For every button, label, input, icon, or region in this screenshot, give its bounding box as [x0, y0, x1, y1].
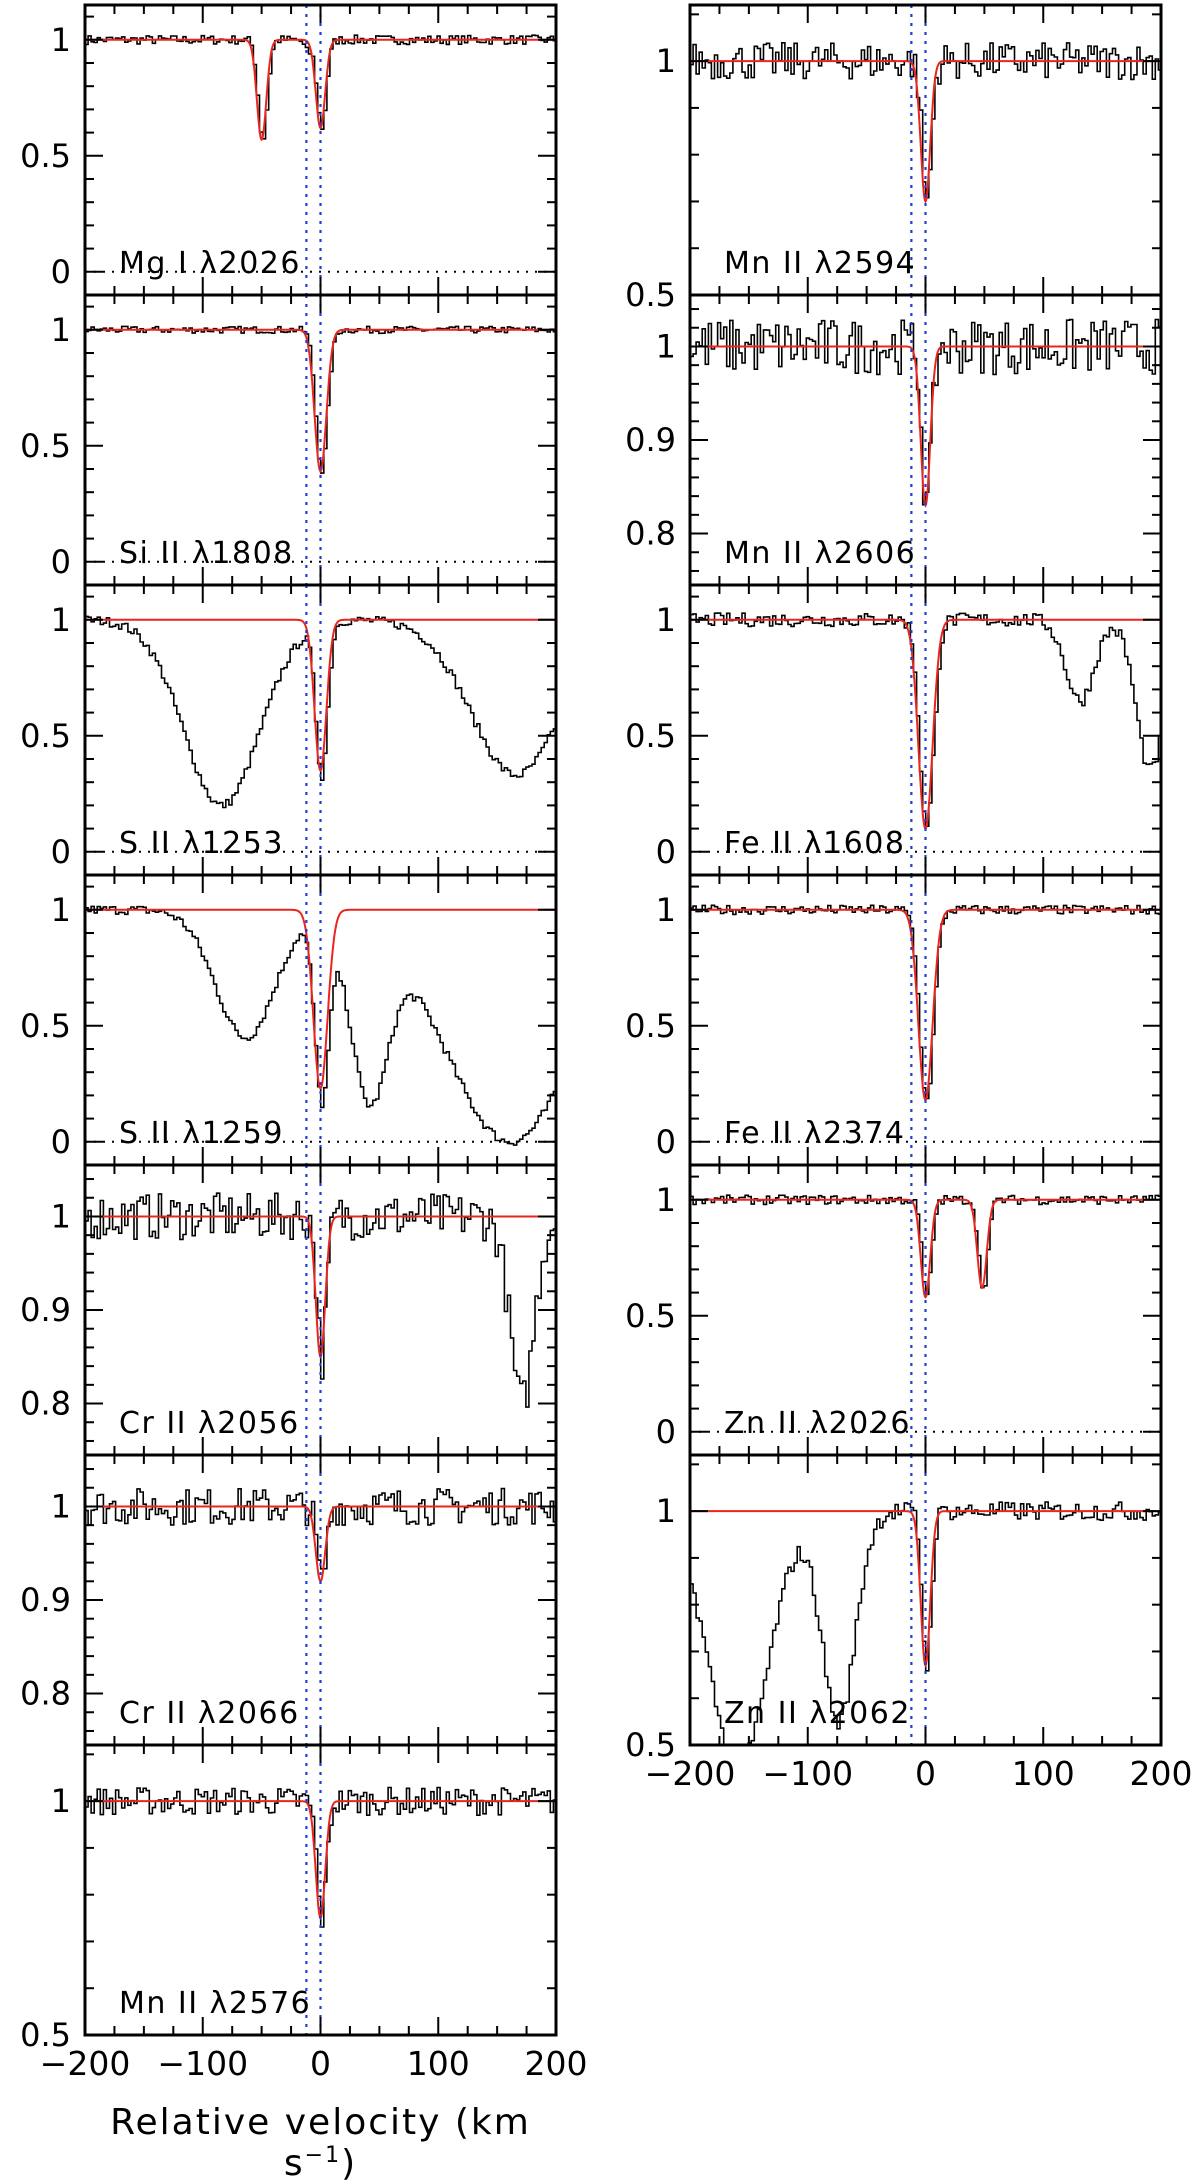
x-tick-label: 200	[1130, 1754, 1193, 1793]
transition-label: Zn II λ2062	[724, 1696, 911, 1731]
y-tick-label: 1	[656, 891, 676, 929]
panel-7: −200 −100 0 100 200 0.5 1 Mn II λ2576	[20, 1743, 588, 2083]
transition-label: Cr II λ2066	[119, 1696, 300, 1731]
observed-spectrum	[85, 905, 556, 1146]
panel-4: 0 0.5 1 S II λ1259	[20, 873, 558, 1167]
transition-label: Cr II λ2056	[119, 1406, 300, 1441]
panel-2: 0 0.5 1 Si II λ1808	[20, 293, 558, 587]
fit-profile	[690, 1198, 1161, 1299]
y-tick-label: 1	[656, 1492, 676, 1530]
fit-profile	[690, 345, 1161, 508]
transition-label: Fe II λ1608	[724, 826, 905, 861]
panel-9: 0.8 0.9 1 Mn II λ2606	[625, 293, 1163, 587]
panel-11: 0 0.5 1 Fe II λ2374	[625, 873, 1163, 1167]
x-tick-label: −200	[40, 2044, 131, 2083]
transition-label: Si II λ1808	[119, 536, 294, 571]
y-tick-label: 0	[656, 833, 676, 871]
fit-profile	[85, 618, 556, 773]
observed-spectrum	[85, 325, 556, 474]
y-tick-label: 0.5	[625, 717, 676, 755]
observed-spectrum	[690, 1501, 1161, 1745]
y-tick-label: 1	[656, 327, 676, 365]
panel-13: −200 −100 0 100 200 0.5 1 Zn II λ2062	[625, 1453, 1193, 1793]
y-tick-label: 1	[656, 601, 676, 639]
transition-label: Zn II λ2026	[724, 1406, 911, 1441]
y-tick-label: 1	[51, 1487, 71, 1525]
observed-spectrum	[85, 1487, 556, 1570]
y-tick-label: 1	[51, 891, 71, 929]
panel-12: 0 0.5 1 Zn II λ2026	[625, 1163, 1163, 1457]
y-tick-label: 0	[51, 543, 71, 581]
y-tick-label: 0.5	[20, 2016, 71, 2054]
y-tick-label: 1	[51, 21, 71, 59]
x-tick-label: 100	[1012, 1754, 1075, 1793]
y-tick-label: 0.5	[20, 717, 71, 755]
y-tick-label: 0.5	[20, 1007, 71, 1045]
transition-label: Mg I λ2026	[119, 246, 301, 281]
transition-label: S II λ1259	[119, 1116, 284, 1151]
y-tick-label: 0	[51, 1123, 71, 1161]
y-tick-label: 1	[51, 311, 71, 349]
x-tick-label: 0	[310, 2044, 331, 2083]
x-tick-label: 200	[525, 2044, 588, 2083]
observed-spectrum	[85, 34, 556, 140]
y-tick-label: 0.5	[625, 1297, 676, 1335]
y-tick-label: 0.8	[20, 1675, 71, 1713]
fit-profile	[85, 908, 556, 1090]
transition-label: Mn II λ2576	[119, 1986, 311, 2021]
y-tick-label: 0	[51, 253, 71, 291]
observed-spectrum	[85, 1786, 556, 1928]
y-tick-label: 0.5	[20, 427, 71, 465]
x-tick-label: 0	[915, 1754, 936, 1793]
y-tick-label: 0.8	[625, 515, 676, 553]
panel-8: 0.5 1 Mn II λ2594	[625, 3, 1163, 314]
x-axis-label-close: )	[341, 2143, 358, 2184]
transition-label: S II λ1253	[119, 826, 284, 861]
x-axis-label: Relative velocity (km s−1)	[85, 2102, 556, 2184]
x-tick-label: 100	[407, 2044, 470, 2083]
fit-profile	[690, 618, 1161, 831]
panel-1: 0 0.5 1 Mg I λ2026	[20, 3, 558, 297]
y-tick-label: 0.8	[20, 1385, 71, 1423]
y-tick-label: 0	[656, 1413, 676, 1451]
x-tick-label: −100	[157, 2044, 248, 2083]
fit-profile	[690, 60, 1161, 204]
panel-6: 0.8 0.9 1 Cr II λ2066	[20, 1453, 558, 1747]
y-tick-label: 0.9	[20, 1581, 71, 1619]
y-tick-label: 1	[656, 42, 676, 80]
fit-profile	[690, 1510, 1161, 1668]
panel-3: 0 0.5 1 S II λ1253	[20, 583, 558, 877]
y-tick-label: 1	[51, 601, 71, 639]
transition-label: Mn II λ2594	[724, 246, 916, 281]
fit-profile	[85, 1505, 556, 1583]
y-tick-label: 0.5	[625, 1007, 676, 1045]
fit-profile	[85, 328, 556, 473]
panel-10: 0 0.5 1 Fe II λ1608	[625, 583, 1163, 877]
transition-label: Mn II λ2606	[724, 536, 916, 571]
y-tick-label: 0.5	[625, 1726, 676, 1764]
x-axis-label-exponent: −1	[304, 2143, 342, 2168]
y-tick-label: 0.5	[625, 276, 676, 314]
y-tick-label: 0	[51, 833, 71, 871]
x-tick-label: −100	[762, 1754, 853, 1793]
y-tick-label: 1	[656, 1181, 676, 1219]
y-tick-label: 1	[51, 1782, 71, 1820]
observed-spectrum	[690, 42, 1161, 199]
y-tick-label: 1	[51, 1197, 71, 1235]
observed-spectrum	[690, 612, 1161, 827]
observed-spectrum	[690, 904, 1161, 1100]
y-tick-label: 0.9	[625, 421, 676, 459]
y-tick-label: 0	[656, 1123, 676, 1161]
panel-5: 0.8 0.9 1 Cr II λ2056	[20, 1163, 558, 1457]
y-tick-label: 0.9	[20, 1291, 71, 1329]
y-tick-label: 0.5	[20, 137, 71, 175]
transition-label: Fe II λ2374	[724, 1116, 905, 1151]
fit-profile	[85, 38, 556, 142]
x-tick-label: −200	[645, 1754, 736, 1793]
